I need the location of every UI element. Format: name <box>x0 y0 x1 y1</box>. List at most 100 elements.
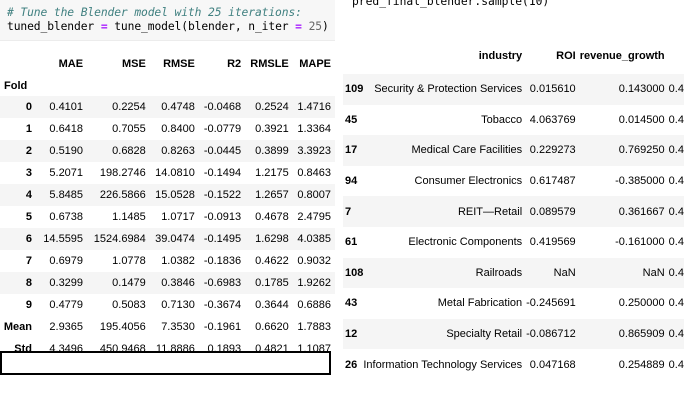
table-cell: 1.9262 <box>292 272 335 294</box>
table-cell: 1.1485 <box>112 211 146 223</box>
column-header: MSE <box>121 58 146 70</box>
table-cell: 0.7130 <box>161 299 195 311</box>
table-cell: 0.409328 <box>668 257 684 289</box>
table-cell: 0.7055 <box>112 123 146 135</box>
table-cell: Railroads <box>363 257 527 289</box>
table-cell: 226.5866 <box>87 184 150 206</box>
code-cell-tune[interactable]: # Tune the Blender model with 25 iterati… <box>0 0 335 41</box>
table-cell: -0.1961 <box>198 316 246 338</box>
table-cell: -0.086712 <box>526 318 580 350</box>
table-cell: Tobacco <box>481 113 523 126</box>
row-index: 61 <box>345 236 358 249</box>
table-cell: 0.2254 <box>87 96 150 118</box>
table-cell: Medical Care Facilities <box>363 135 527 166</box>
table-cell: 0.5083 <box>112 299 146 311</box>
table-cell: Specialty Retail <box>363 318 527 350</box>
table-row: Mean 2.9365 195.4056 7.3530 -0.1961 0.6620 1.7… <box>0 316 335 338</box>
table-cell: 0.409328 <box>668 135 684 166</box>
table-cell: 0.8263 <box>149 140 199 162</box>
row-index: 108 <box>343 257 364 289</box>
tune-results-table: MAE MSE RMSE R2 RMSLE MAPE Fold 0 0.4101 0… <box>0 52 335 360</box>
table-cell: 0.8007 <box>292 184 335 206</box>
table-cell: 1.0717 <box>161 211 195 223</box>
index-header-blank <box>0 52 38 76</box>
table-cell: 0.2524 <box>245 96 293 118</box>
row-index: 2 <box>0 140 38 162</box>
table-cell: Information Technology Services <box>363 358 523 371</box>
table-cell: 0.409328 <box>668 297 684 310</box>
column-header: R2 <box>227 58 242 70</box>
table-cell: 2.9365 <box>38 316 88 338</box>
table-cell: Metal Fabrication <box>437 297 523 310</box>
table-row: 109 Security & Protection Services 0.01561… <box>343 74 684 105</box>
table-row: 43 Metal Fabrication-0.245691 0.2500000.40… <box>343 288 684 319</box>
table-cell: -0.1836 <box>203 255 242 267</box>
table-cell: -0.0779 <box>203 123 242 135</box>
row-index: 45 <box>345 113 358 126</box>
table-cell: -0.0468 <box>198 96 246 118</box>
row-index: 94 <box>345 175 358 188</box>
table-cell: 14.5595 <box>38 228 88 250</box>
index-name-row: Fold <box>0 76 335 96</box>
table-cell: 0.4622 <box>255 255 289 267</box>
row-index: 1 <box>25 123 32 135</box>
row-index: 109 <box>343 74 364 105</box>
row-index: 12 <box>343 318 364 350</box>
table-cell: NaN <box>579 257 669 289</box>
row-index: Mean <box>0 316 38 338</box>
row-index: 43 <box>345 297 358 310</box>
table-cell: 1.6298 <box>245 228 293 250</box>
table-cell: 0.5190 <box>38 140 88 162</box>
column-header: revenue_growth <box>579 50 665 62</box>
table-cell: 0.9032 <box>297 255 331 267</box>
table-row: 6 14.5595 1524.6984 39.0474 -0.1495 1.6298 4.0… <box>0 228 335 250</box>
table-cell: 0.4748 <box>149 96 199 118</box>
table-cell: 1.3364 <box>297 123 331 135</box>
table-cell: -0.385000 <box>615 175 665 188</box>
table-row: 3 5.2071 198.2746 14.0810 -0.1494 1.2175 0.846… <box>0 162 335 184</box>
table-cell: 0.6828 <box>87 140 150 162</box>
table-cell: 11.8886 <box>155 343 195 355</box>
table-cell: 3.3923 <box>292 140 335 162</box>
table-cell: Consumer Electronics <box>414 175 523 188</box>
index-name: Fold <box>4 80 28 92</box>
table-cell: 0.6418 <box>49 123 84 135</box>
table-cell: NaN <box>526 257 580 289</box>
table-cell: -0.0445 <box>198 140 246 162</box>
table-row: 61 Electronic Components 0.419569 -0.161000… <box>343 227 684 258</box>
code-kw-op: = <box>295 20 302 33</box>
table-cell: -0.3674 <box>203 299 242 311</box>
tune-results-body: 0 0.4101 0.2254 0.4748 -0.0468 0.2524 1.4716 1 0… <box>0 96 335 360</box>
sample-table: industry ROI revenue_growth Label 109Sec… <box>343 38 684 380</box>
table-cell: 0.409328 <box>668 74 684 105</box>
table-row: 26 Information Technology Services 0.04716… <box>343 349 684 380</box>
table-cell: 1.0382 <box>161 255 195 267</box>
table-row: 8 0.3299 0.1479 0.3846 -0.6983 0.1785 1.9262 <box>0 272 335 294</box>
table-cell: 0.409328 <box>668 175 684 188</box>
row-index: 9 <box>25 299 32 311</box>
table-cell: 5.2071 <box>49 167 84 179</box>
table-cell: 0.409328 <box>668 358 684 371</box>
table-cell: 0.014500 <box>618 113 665 126</box>
table-cell: 0.865909 <box>579 318 669 350</box>
row-index: 17 <box>343 135 364 166</box>
table-cell: 0.769250 <box>579 135 669 166</box>
row-index: 7 <box>343 196 364 227</box>
code-call: tune_model(blender, n_iter <box>114 20 296 33</box>
table-cell: 1.7883 <box>292 316 335 338</box>
table-cell: 1.2657 <box>245 184 293 206</box>
table-cell: 0.8463 <box>297 167 331 179</box>
column-header: RMSLE <box>250 58 289 70</box>
table-cell: Electronic Components <box>408 236 523 249</box>
table-cell: 14.0810 <box>155 167 195 179</box>
table-cell: 0.419569 <box>529 236 576 249</box>
table-cell: 0.1893 <box>207 343 242 355</box>
code-cell-sample[interactable]: pred_final_blender.sample(10) <box>352 0 550 8</box>
table-row: Std 4.3496 450.9468 11.8886 0.1893 0.4821 1.10… <box>0 338 335 360</box>
table-cell: 0.3299 <box>38 272 88 294</box>
table-cell: 7.3530 <box>149 316 199 338</box>
table-cell: 0.047168 <box>529 358 576 371</box>
